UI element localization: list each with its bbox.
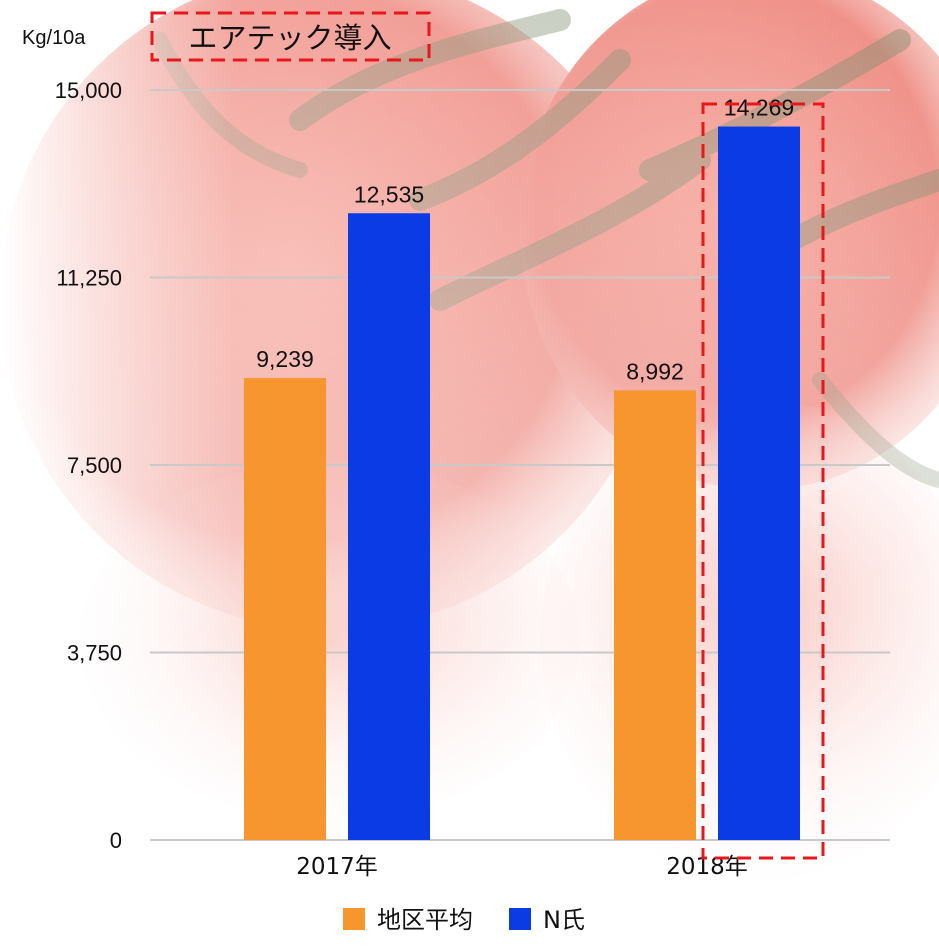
legend-swatch	[509, 908, 531, 930]
highlight-box	[701, 102, 825, 860]
bar-mr-n-0	[348, 213, 430, 840]
bar-value-label: 12,535	[354, 181, 424, 207]
bars	[244, 126, 800, 841]
y-tick-label: 15,000	[55, 78, 122, 103]
y-tick-label: 11,250	[56, 266, 122, 291]
annotation-box: エアテック導入	[150, 11, 431, 62]
bar-value-label: 9,239	[256, 346, 314, 372]
y-tick-label: 7,500	[67, 453, 122, 478]
legend: 地区平均 N氏	[343, 906, 585, 934]
y-tick-label: 0	[110, 828, 122, 853]
bar-mr-n-1	[718, 126, 800, 841]
bar-value-label: 14,269	[724, 95, 794, 121]
legend-label: 地区平均	[377, 906, 473, 934]
annotation-label: エアテック導入	[188, 21, 391, 55]
x-tick-label: 2017年	[296, 854, 378, 880]
y-axis-ticks: 0 3,750 7,500 11,250 15,000	[55, 78, 122, 853]
bar-value-labels: 9,239 12,535 8,992 14,269	[256, 95, 794, 385]
annotation-border	[150, 11, 431, 62]
bar-value-label: 8,992	[626, 358, 684, 384]
y-axis-label: Kg/10a	[22, 27, 86, 49]
legend-swatch	[343, 908, 365, 930]
y-tick-label: 3,750	[67, 641, 122, 666]
legend-label: N氏	[543, 906, 585, 934]
bar-district-average-0	[244, 378, 326, 840]
bar-district-average-1	[614, 390, 696, 840]
